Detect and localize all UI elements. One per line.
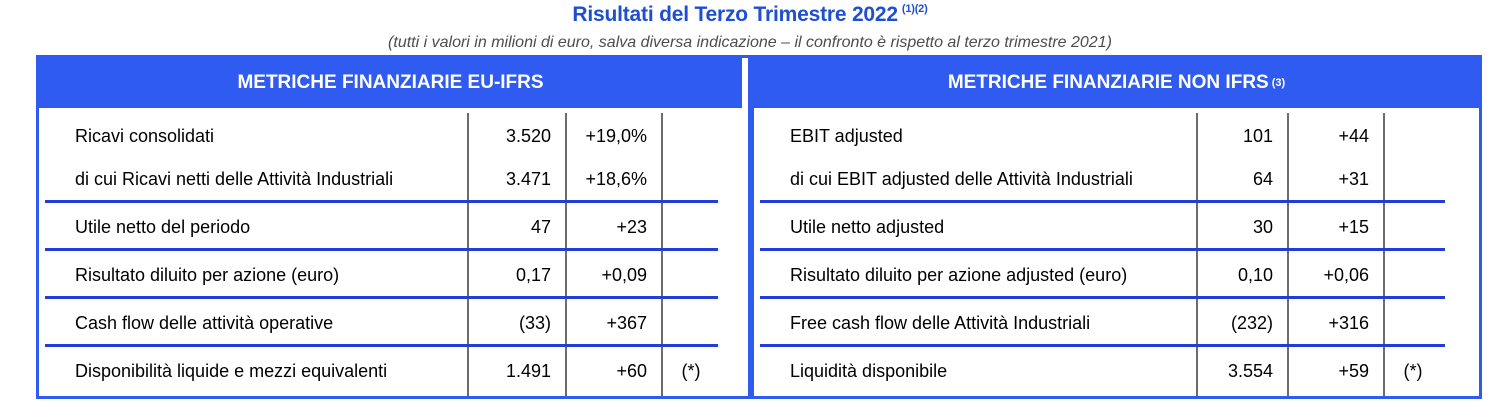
metric-value: 3.520	[505, 125, 551, 146]
table-row: Ricavi consolidati 3.520 +19,0%	[39, 115, 748, 157]
non-ifrs-heading-text: METRICHE FINANZIARIE NON IFRS	[947, 72, 1269, 93]
table-row: Liquidità disponibile 3.554 +59 (*)	[754, 347, 1479, 395]
non-ifrs-heading-footnote: (3)	[1271, 77, 1286, 89]
column-divider	[565, 113, 567, 396]
column-divider	[1196, 113, 1198, 396]
metric-change: +0,06	[1323, 264, 1369, 285]
metric-label: Risultato diluito per azione (euro)	[75, 264, 340, 285]
metric-note	[1383, 203, 1443, 251]
title-text: Risultati del Terzo Trimestre 2022	[572, 3, 898, 26]
non-ifrs-metrics-panel: METRICHE FINANZIARIE NON IFRS (3) EBIT ad…	[751, 55, 1482, 399]
metric-change: +316	[1328, 312, 1369, 333]
metric-label: di cui EBIT adjusted delle Attività Indu…	[790, 168, 1133, 189]
metric-change: +23	[616, 216, 647, 237]
metric-note	[661, 251, 721, 299]
metric-note	[1383, 157, 1443, 201]
metric-change: +15	[1338, 216, 1369, 237]
metric-value: 30	[1252, 216, 1273, 237]
metric-value: 3.471	[505, 168, 551, 189]
table-row: Cash flow delle attività operative (33) …	[39, 299, 748, 347]
non-ifrs-panel-heading: METRICHE FINANZIARIE NON IFRS (3)	[754, 58, 1479, 108]
metric-value: 3.554	[1227, 360, 1273, 381]
metric-change: +0,09	[601, 264, 647, 285]
metric-value: 1.491	[505, 360, 551, 381]
metric-change: +19,0%	[585, 125, 647, 146]
metric-label: Cash flow delle attività operative	[75, 312, 334, 333]
metric-label: Utile netto adjusted	[790, 216, 945, 237]
eu-ifrs-rows: Ricavi consolidati 3.520 +19,0% di cui R…	[39, 115, 748, 395]
column-divider	[467, 113, 469, 396]
metric-label: Risultato diluito per azione adjusted (e…	[790, 264, 1128, 285]
metric-label: Liquidità disponibile	[790, 360, 948, 381]
metric-change: +367	[606, 312, 647, 333]
metric-change: +18,6%	[585, 168, 647, 189]
metric-note	[661, 203, 721, 251]
table-row: Utile netto adjusted 30 +15	[754, 203, 1479, 251]
metric-value: 101	[1242, 125, 1273, 146]
metric-change: +31	[1338, 168, 1369, 189]
metric-value: 64	[1252, 168, 1273, 189]
metric-change: +60	[616, 360, 647, 381]
column-divider	[1383, 113, 1385, 396]
metric-note	[661, 157, 721, 201]
non-ifrs-rows: EBIT adjusted 101 +44 di cui EBIT adjust…	[754, 115, 1479, 395]
metric-note	[661, 115, 721, 157]
metric-change: +59	[1338, 360, 1369, 381]
metric-note: (*)	[1403, 360, 1423, 381]
eu-ifrs-metrics-panel: METRICHE FINANZIARIE EU-IFRS Ricavi cons…	[36, 55, 751, 399]
metric-note	[1383, 299, 1443, 347]
metric-value: 0,10	[1237, 264, 1273, 285]
eu-ifrs-panel-heading: METRICHE FINANZIARIE EU-IFRS	[39, 58, 748, 108]
metric-value: (232)	[1230, 312, 1273, 333]
column-divider	[1287, 113, 1289, 396]
metric-note	[1383, 251, 1443, 299]
metric-label: Disponibilità liquide e mezzi equivalent…	[75, 360, 388, 381]
table-row: di cui EBIT adjusted delle Attività Indu…	[754, 157, 1479, 203]
metric-note	[1383, 115, 1443, 157]
table-row: Disponibilità liquide e mezzi equivalent…	[39, 347, 748, 395]
table-row: Risultato diluito per azione (euro) 0,17…	[39, 251, 748, 299]
table-row: EBIT adjusted 101 +44	[754, 115, 1479, 157]
page-subtitle: (tutti i valori in milioni di euro, salv…	[388, 34, 1112, 51]
metric-note	[661, 299, 721, 347]
metric-value: 47	[530, 216, 551, 237]
metric-value: (33)	[518, 312, 551, 333]
metric-label: Ricavi consolidati	[75, 125, 215, 146]
eu-ifrs-heading-text: METRICHE FINANZIARIE EU-IFRS	[237, 72, 544, 93]
metric-change: +44	[1338, 125, 1369, 146]
table-row: Free cash flow delle Attività Industrial…	[754, 299, 1479, 347]
metric-label: EBIT adjusted	[790, 125, 903, 146]
column-divider	[661, 113, 663, 396]
table-row: di cui Ricavi netti delle Attività Indus…	[39, 157, 748, 203]
metric-note: (*)	[681, 360, 701, 381]
title-footnote-refs: (1)(2)	[901, 3, 928, 15]
metric-value: 0,17	[515, 264, 551, 285]
metric-label: Free cash flow delle Attività Industrial…	[790, 312, 1091, 333]
metric-label: Utile netto del periodo	[75, 216, 251, 237]
metric-label: di cui Ricavi netti delle Attività Indus…	[75, 168, 394, 189]
table-row: Utile netto del periodo 47 +23	[39, 203, 748, 251]
page-title: Risultati del Terzo Trimestre 2022 (1)(2)	[0, 3, 1500, 27]
table-row: Risultato diluito per azione adjusted (e…	[754, 251, 1479, 299]
